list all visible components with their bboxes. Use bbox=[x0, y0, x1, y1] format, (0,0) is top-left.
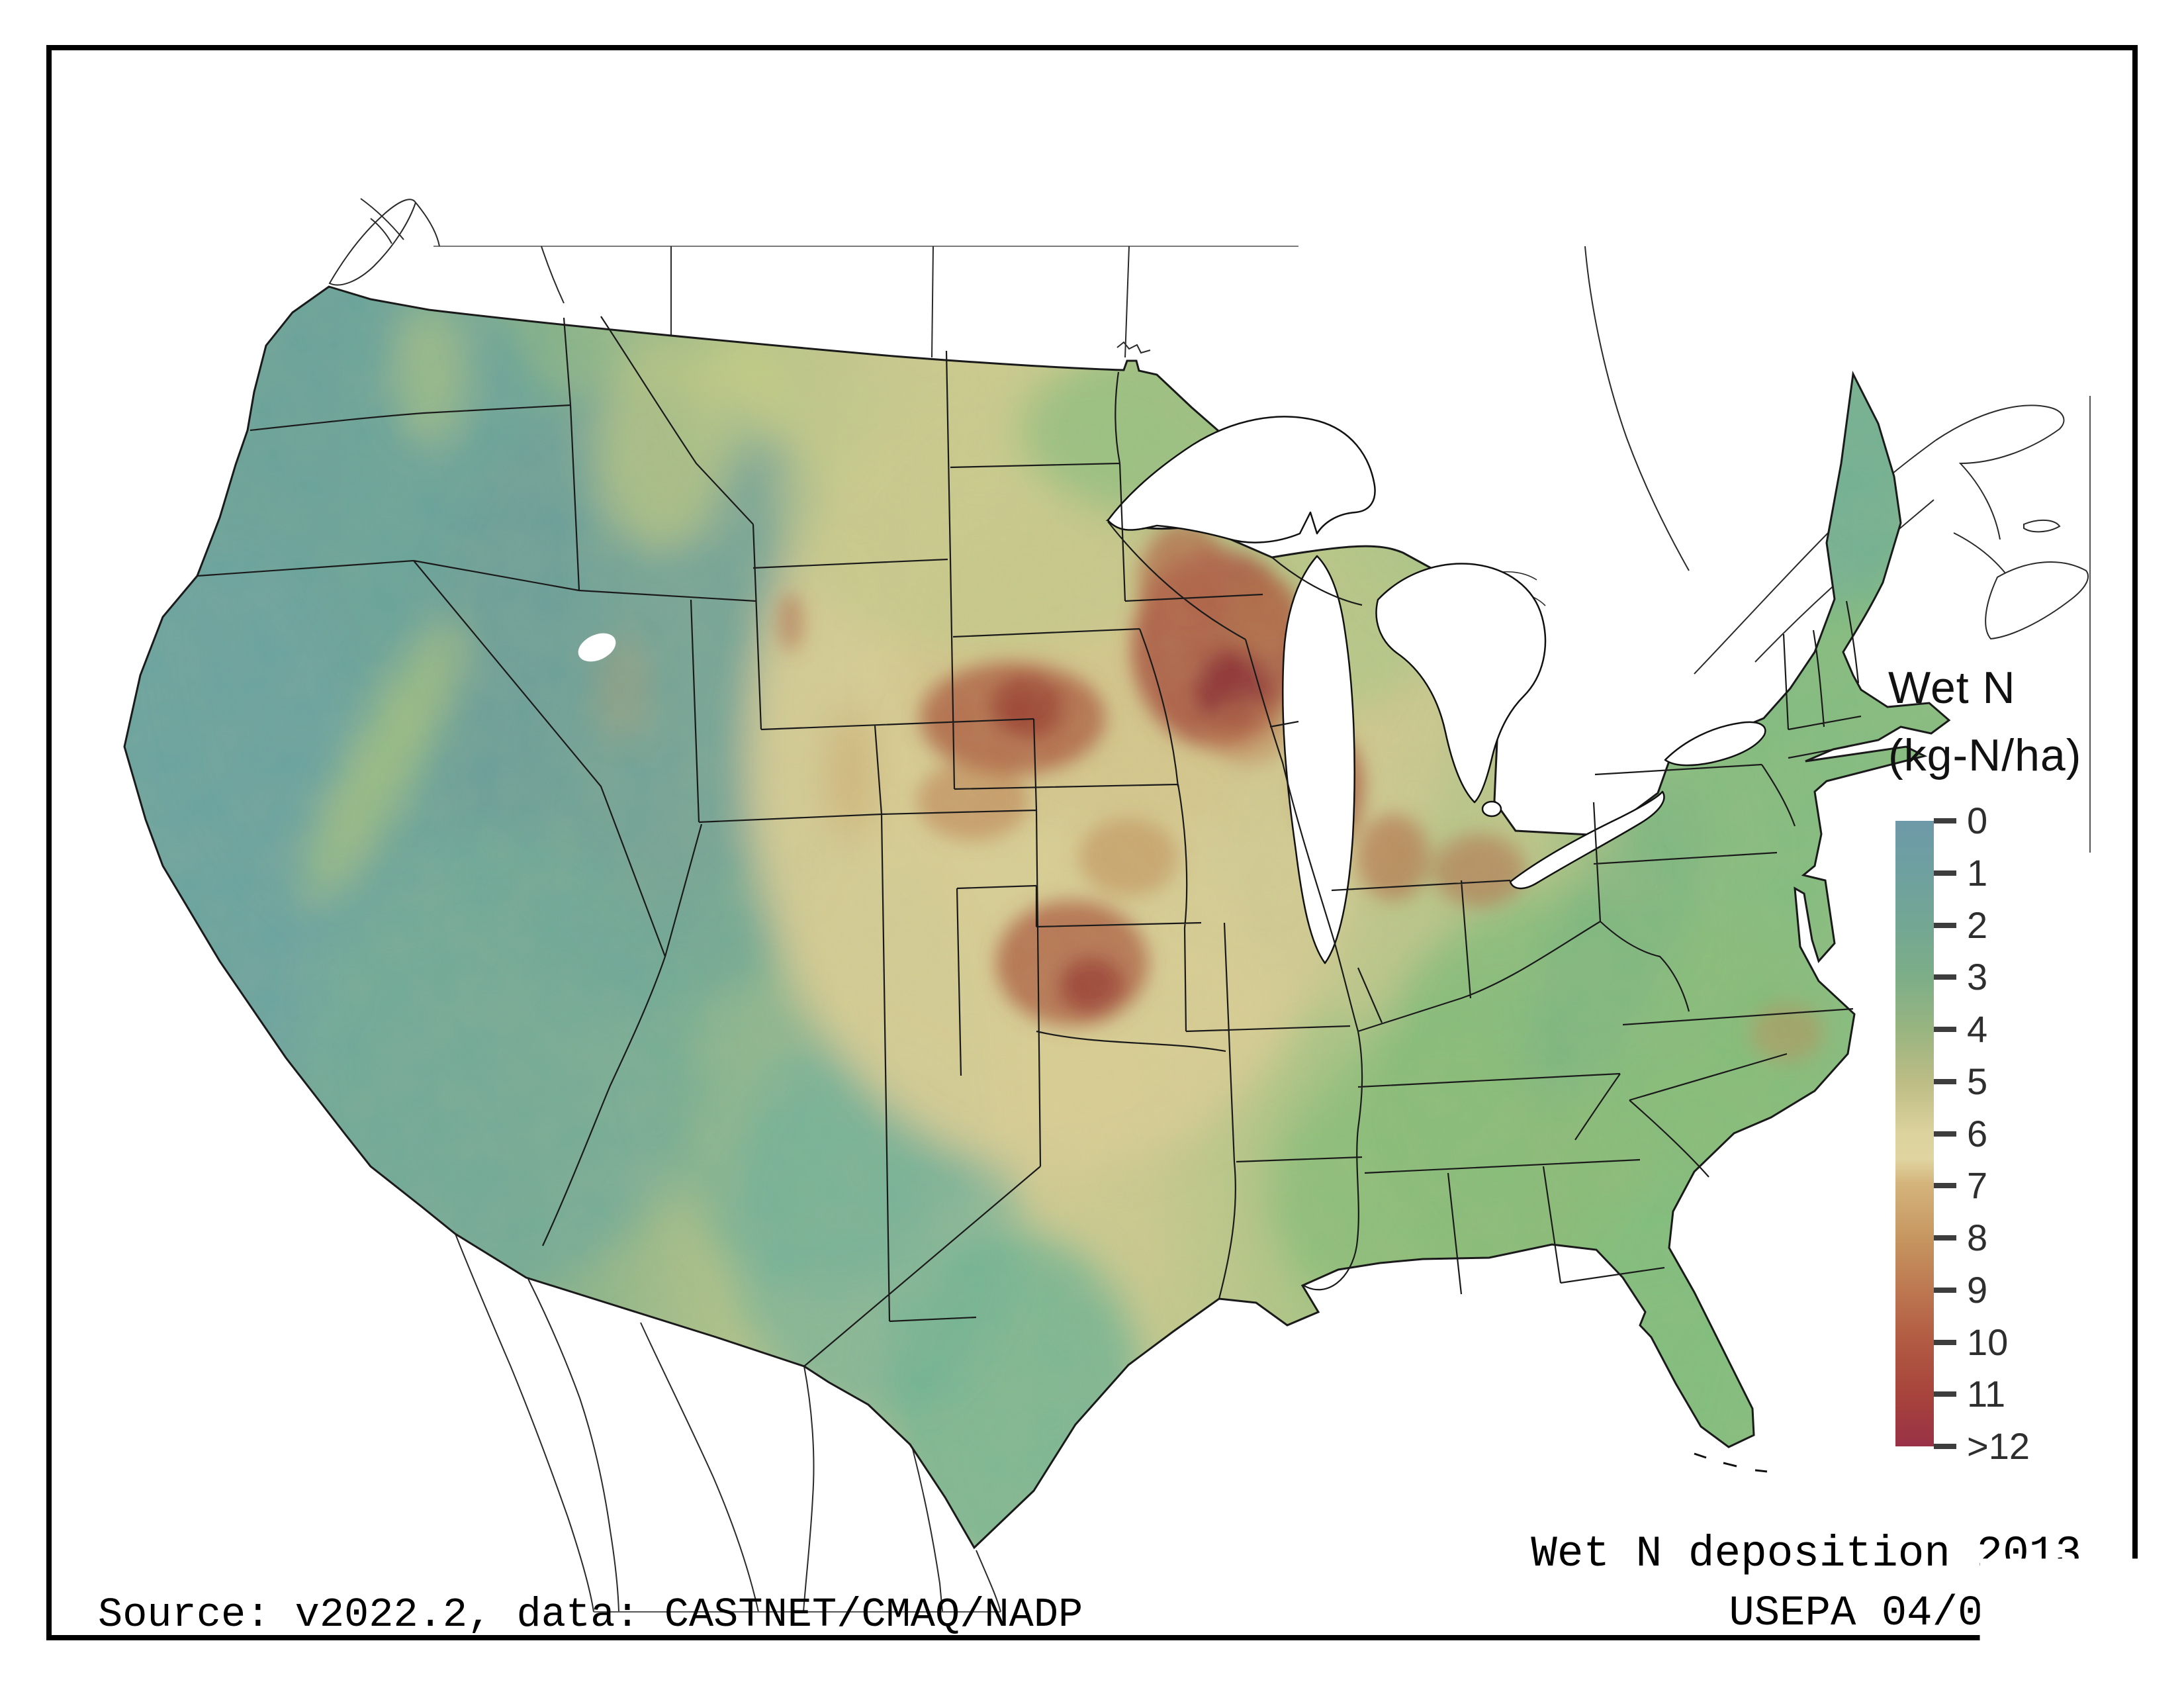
colorbar-tick bbox=[1934, 1391, 1956, 1397]
map-caption-source: Source: v2022.2, data: CASTNET/CMAQ/NADP bbox=[98, 1591, 1083, 1638]
nova-scotia-outline bbox=[1985, 562, 2088, 639]
colorbar-tick bbox=[1934, 1027, 1956, 1032]
raster-grain-texture bbox=[66, 165, 1952, 1622]
sonora-chihuahua-border bbox=[803, 1366, 813, 1612]
manitoba-ontario-border bbox=[1117, 246, 1150, 357]
legend-title-line2: (kg-N/ha) bbox=[1888, 722, 2081, 789]
colorbar-tick-label: 3 bbox=[1967, 955, 1987, 999]
colorbar-tick bbox=[1934, 1131, 1956, 1137]
deposition-field bbox=[66, 165, 1952, 1622]
prince-edward-island bbox=[2024, 520, 2060, 532]
map-caption-agency: USEPA 04/03/23 bbox=[1729, 1590, 2085, 1638]
colorbar-tick-label: >12 bbox=[1967, 1425, 2030, 1468]
bc-alberta-border bbox=[541, 246, 564, 303]
vancouver-island-outline bbox=[330, 199, 416, 285]
colorbar-tick bbox=[1934, 1444, 1956, 1449]
legend-title-line1: Wet N bbox=[1888, 654, 2081, 722]
colorbar-tick-label: 5 bbox=[1967, 1060, 1987, 1103]
colorbar-tick-label: 2 bbox=[1967, 904, 1987, 947]
colorbar-tick-label: 7 bbox=[1967, 1164, 1987, 1207]
colorbar-tick bbox=[1934, 1079, 1956, 1084]
colorbar-tick bbox=[1934, 1183, 1956, 1188]
florida-keys bbox=[1694, 1454, 1767, 1472]
map-caption-title: Wet N deposition 2013 bbox=[1531, 1529, 2081, 1579]
us-deposition-map bbox=[0, 0, 2184, 1688]
colorbar-tick bbox=[1934, 1340, 1956, 1345]
colorbar-tick-label: 8 bbox=[1967, 1216, 1987, 1260]
colorbar-tick-label: 9 bbox=[1967, 1268, 1987, 1312]
colorbar-tick-label: 0 bbox=[1967, 799, 1987, 843]
ontario-quebec-border bbox=[1585, 246, 1689, 571]
sonora-coast bbox=[641, 1323, 758, 1612]
colorbar-tick-label: 10 bbox=[1967, 1321, 2008, 1364]
colorbar-tick bbox=[1934, 1235, 1956, 1241]
colorbar-tick-label: 1 bbox=[1967, 851, 1987, 895]
colorbar-tick-label: 4 bbox=[1967, 1008, 1987, 1051]
legend-title: Wet N (kg-N/ha) bbox=[1888, 654, 2081, 789]
saskatchewan-manitoba-border bbox=[932, 246, 933, 357]
colorbar-tick bbox=[1934, 870, 1956, 876]
colorbar-tick bbox=[1934, 974, 1956, 980]
colorbar-tick bbox=[1934, 1288, 1956, 1293]
colorbar bbox=[1895, 821, 1934, 1446]
colorbar-tick bbox=[1934, 923, 1956, 928]
page: { "legend": { "title_line1": "Wet N", "t… bbox=[0, 0, 2184, 1688]
lake-st-clair bbox=[1482, 802, 1501, 816]
colorbar-tick bbox=[1934, 818, 1956, 823]
colorbar-tick-label: 11 bbox=[1967, 1372, 2005, 1416]
gaspe-new-brunswick bbox=[1936, 405, 2064, 539]
colorbar-tick-label: 6 bbox=[1967, 1112, 1987, 1156]
